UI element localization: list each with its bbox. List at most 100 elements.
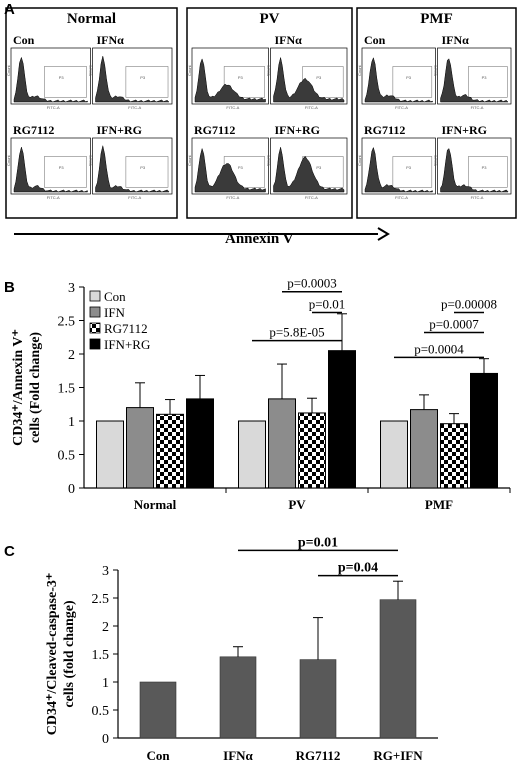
significance-label: p=5.8E-05	[269, 325, 324, 340]
histogram-plot: P3 FITC-A Count IFNα	[433, 33, 512, 110]
y-tick-label: 1	[68, 415, 75, 430]
significance-label: p=0.0007	[429, 317, 479, 332]
condition-label: Con	[364, 33, 386, 47]
panel-b-bar-chart: 0 0.5 1 1.5 2 2.5 3 Normal PV PMF ConIFNRG7112IFN+…	[11, 276, 511, 512]
histogram-curve	[194, 58, 266, 103]
histogram-x-label: FITC-A	[305, 105, 318, 110]
y-axis-label-line1: CD34⁺/Cleaved-caspase-3⁺	[45, 573, 60, 736]
histogram-plot: P3 FITC-A Count IFNα	[88, 33, 173, 110]
gate-label: P3	[406, 165, 412, 170]
histogram-x-label: FITC-A	[226, 195, 239, 200]
y-axis-label-line1: CD34⁺/Annexin V⁺	[11, 329, 26, 446]
condition-label: IFNα	[442, 33, 470, 47]
histogram-x-label: FITC-A	[471, 105, 484, 110]
panel-b-letter: B	[4, 279, 15, 296]
condition-label: RG7112	[364, 123, 405, 137]
flow-group-frame	[186, 7, 353, 219]
y-tick-label: 2	[68, 348, 75, 363]
histogram-y-label: Count	[433, 154, 438, 166]
flow-group-title: PV	[260, 11, 280, 27]
bar-ifn	[268, 398, 296, 489]
histogram-plot: P3 FITC-A Count IFNα	[266, 33, 348, 110]
bar-ifn	[126, 407, 154, 489]
y-tick-label: 2.5	[58, 315, 76, 330]
x-category-label: Normal	[134, 497, 177, 512]
y-tick-label: 1	[102, 676, 109, 691]
flow-group-title: Normal	[67, 11, 116, 27]
histogram-plot: P3 FITC-A Count IFN+RG	[266, 123, 348, 200]
significance-label: p=0.01	[298, 535, 338, 550]
histogram-x-label: FITC-A	[128, 105, 141, 110]
y-axis-label: CD34⁺/Annexin V⁺ cells (Fold change)	[11, 329, 43, 446]
gate-label: P3	[316, 75, 322, 80]
legend-swatch	[89, 306, 101, 318]
histogram-plot: P3 FITC-A Count RG7112	[357, 123, 436, 200]
bar-rg-ifn	[379, 599, 417, 739]
y-tick-label: 0.5	[58, 449, 76, 464]
significance-label: p=0.00008	[441, 296, 497, 311]
histogram-y-label: Count	[88, 154, 93, 166]
gate-box	[223, 66, 265, 98]
histogram-plot: P3 FITC-A Count IFN+RG	[88, 123, 173, 200]
histogram-y-label: Count	[266, 64, 271, 76]
flow-group-frame	[356, 7, 517, 219]
flow-group-normal: NormalP3FITC-ACountConP3FITC-ACountIFNαP…	[5, 7, 178, 219]
gate-label: P3	[406, 75, 412, 80]
histogram-curve	[13, 56, 88, 103]
bar-ifn	[410, 409, 438, 489]
histogram-plot: P3 FITC-A Count	[187, 47, 269, 110]
histogram-x-label: FITC-A	[305, 195, 318, 200]
histogram-curve	[440, 58, 509, 103]
histogram-curve	[273, 147, 345, 193]
histogram-curve	[13, 146, 88, 193]
x-category-label: Con	[146, 748, 170, 763]
histogram-plot: P3 FITC-A Count RG7112	[6, 123, 91, 200]
y-tick-label: 3	[68, 281, 75, 296]
bar-rg7112	[440, 423, 468, 489]
flow-group-frame	[5, 7, 178, 219]
y-tick-label: 0	[102, 732, 109, 747]
y-tick-label: 2	[102, 620, 109, 635]
legend-label: Con	[104, 289, 126, 304]
gate-label: P3	[238, 75, 244, 80]
bar-ifn-	[219, 656, 257, 739]
condition-label: RG7112	[194, 123, 235, 137]
x-category-label: PV	[288, 497, 306, 512]
condition-label: IFN+RG	[97, 123, 143, 137]
histogram-plot: P3 FITC-A Count Con	[357, 33, 436, 110]
histogram-x-label: FITC-A	[395, 105, 408, 110]
gate-box	[125, 156, 169, 188]
significance-label: p=0.0003	[287, 276, 337, 291]
condition-label: IFN+RG	[442, 123, 488, 137]
bar-rg7112	[299, 659, 337, 739]
legend-label: IFN+RG	[104, 337, 150, 352]
legend-label: IFN	[104, 305, 126, 320]
condition-label: IFNα	[97, 33, 125, 47]
y-tick-label: 0.5	[92, 704, 110, 719]
panel-a-letter: A	[4, 1, 15, 18]
histogram-curve	[273, 57, 345, 103]
bar-rg7112	[156, 413, 184, 489]
bar-con	[380, 420, 408, 489]
y-tick-label: 2.5	[92, 592, 110, 607]
gate-box	[392, 156, 433, 188]
x-category-label: PMF	[425, 497, 453, 512]
panel-a-flow-cytometry: NormalP3FITC-ACountConP3FITC-ACountIFNαP…	[5, 7, 517, 219]
gate-box	[468, 66, 508, 98]
gate-label: P3	[140, 165, 146, 170]
gate-label: P3	[140, 75, 146, 80]
bar-ifn-rg	[186, 398, 214, 489]
histogram-y-label: Count	[433, 64, 438, 76]
annexin-axis-label: Annexin V	[225, 231, 294, 247]
histogram-plot: P3 FITC-A Count Con	[6, 33, 91, 110]
histogram-y-label: Count	[357, 154, 362, 166]
condition-label: Con	[13, 33, 35, 47]
gate-label: P3	[59, 75, 65, 80]
bar-rg7112	[298, 412, 326, 489]
y-tick-label: 1.5	[58, 382, 76, 397]
significance-label: p=0.01	[309, 296, 346, 311]
histogram-curve	[194, 147, 266, 193]
histogram-curve	[95, 145, 170, 193]
gate-box	[392, 66, 433, 98]
flow-group-title: PMF	[420, 11, 452, 27]
